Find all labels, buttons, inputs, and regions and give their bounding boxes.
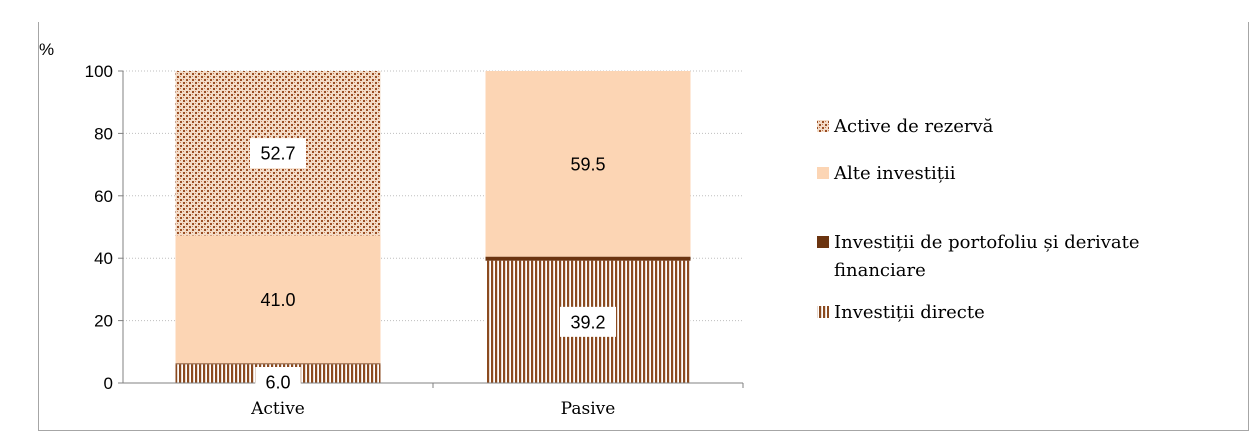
- bar-segment: [485, 71, 691, 257]
- y-axis-label: %: [39, 40, 54, 59]
- legend: Active de rezervă Alte investiții Investiț…: [817, 116, 1140, 323]
- chart-frame: 0 20 40 60 80 100% Active Pasive 6.0 41.0 52.7 39.…: [38, 22, 1249, 431]
- legend-label: Alte investiții: [833, 163, 956, 184]
- data-label: 52.7: [260, 144, 295, 164]
- legend-label: Active de rezervă: [833, 116, 994, 137]
- y-tick-label: 80: [94, 124, 113, 143]
- legend-swatch: [817, 167, 829, 179]
- legend-label: Investiții directe: [834, 302, 985, 323]
- data-label-box: [255, 367, 301, 397]
- data-label: 59.5: [570, 154, 605, 174]
- axes: 0 20 40 60 80 100% Active Pasive: [39, 40, 744, 419]
- data-label: 39.2: [570, 312, 605, 332]
- legend-swatch: [817, 236, 829, 248]
- data-label: 6.0: [265, 373, 290, 393]
- legend-swatch: [817, 306, 829, 318]
- legend-label: financiare: [834, 260, 926, 281]
- bar-segment: [175, 363, 381, 365]
- data-label: 41.0: [260, 290, 295, 310]
- y-tick-label: 20: [94, 312, 113, 331]
- bar-segment: [175, 235, 381, 364]
- x-category-label: Pasive: [561, 399, 616, 419]
- x-category-label: Active: [250, 399, 305, 419]
- data-labels: 6.0 41.0 52.7 39.2 59.5: [250, 138, 616, 397]
- legend-label: Investiții de portofoliu și derivate: [834, 232, 1140, 253]
- y-tick-label: 60: [94, 187, 113, 206]
- y-tick-label: 0: [104, 374, 113, 393]
- legend-swatch: [817, 120, 829, 132]
- y-tick-label: 40: [94, 249, 113, 268]
- data-label-box: [560, 306, 616, 337]
- y-tick-label: 100: [85, 62, 113, 81]
- data-label-box: [250, 138, 306, 169]
- bar-segment: [485, 256, 691, 261]
- stacked-bar-chart: 0 20 40 60 80 100% Active Pasive 6.0 41.0 52.7 39.…: [39, 40, 1140, 419]
